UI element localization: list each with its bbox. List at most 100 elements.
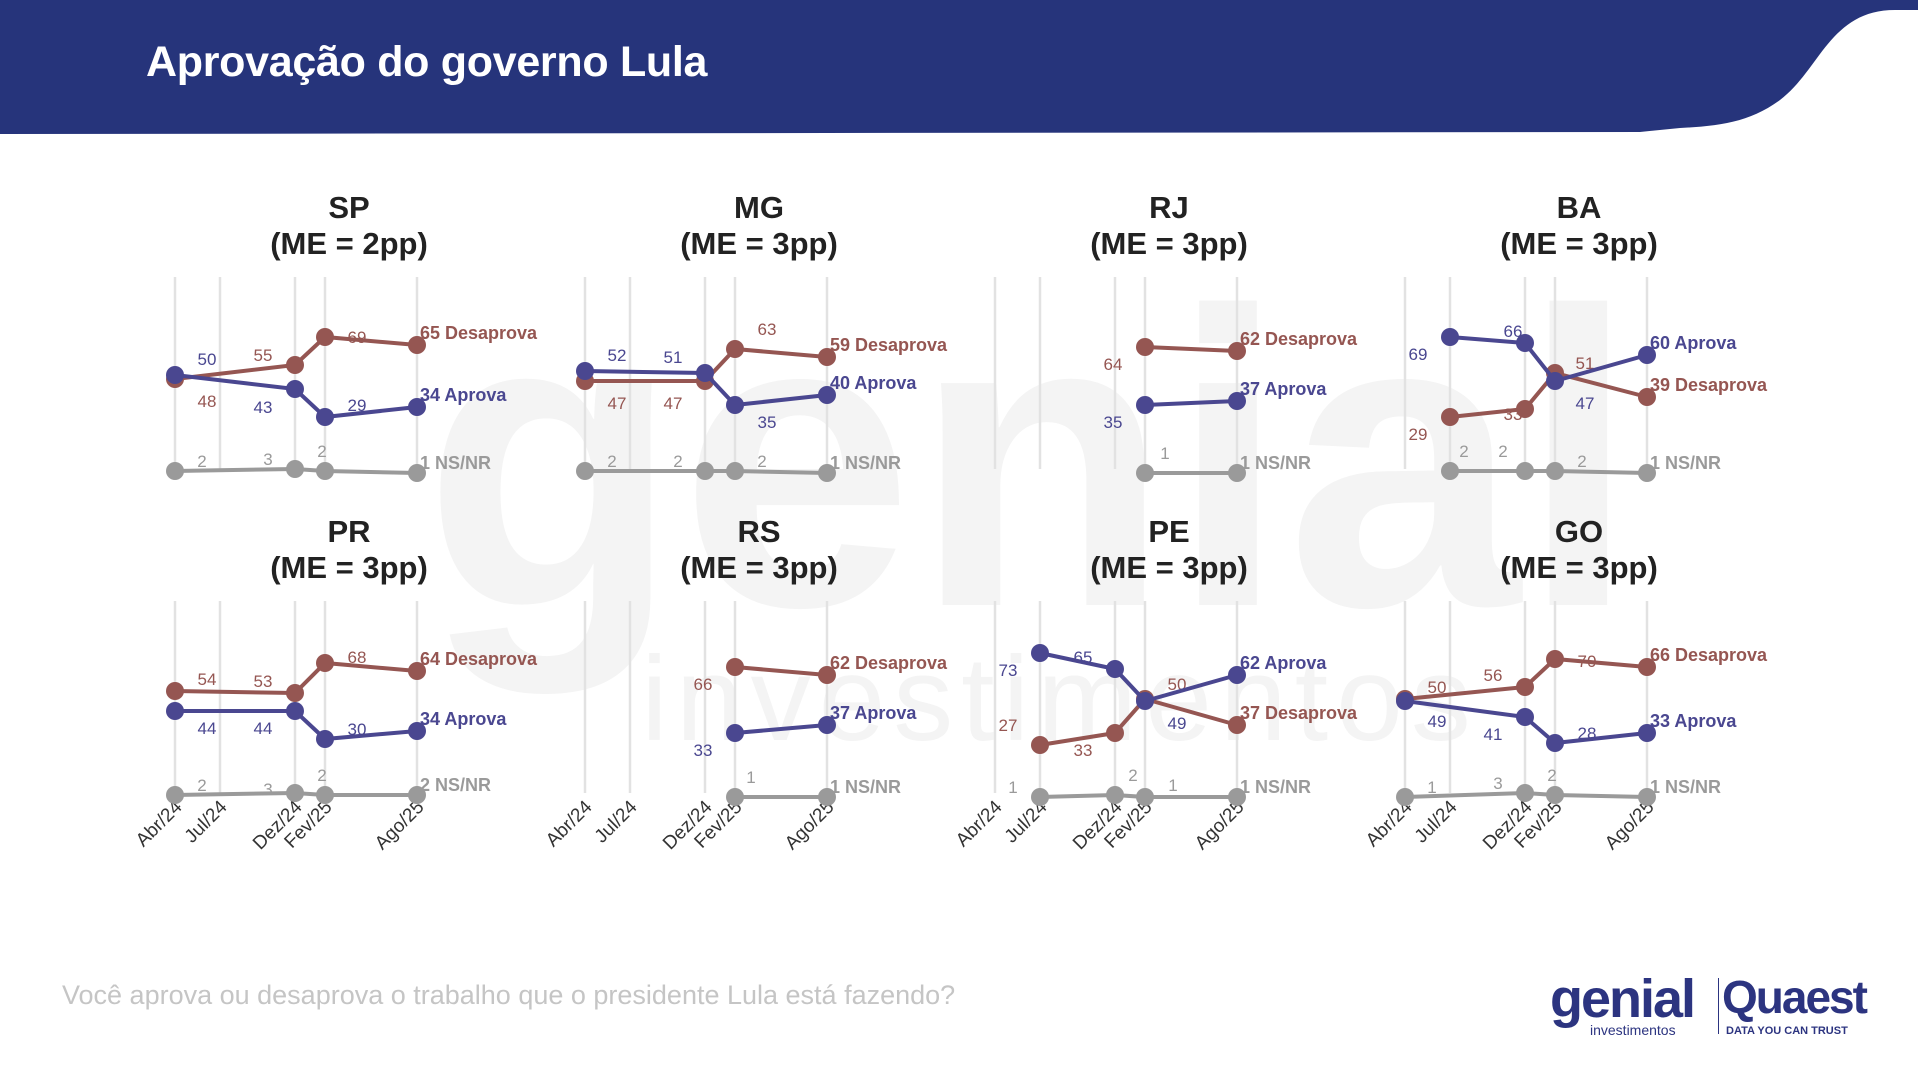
data-label: 37 Aprova	[1240, 379, 1327, 399]
data-label: 55	[254, 346, 273, 365]
data-point	[1031, 788, 1049, 806]
data-label: 65	[1074, 648, 1093, 667]
data-point	[316, 730, 334, 748]
data-point	[1638, 346, 1656, 364]
data-label: 53	[254, 672, 273, 691]
series-line-ns-nr	[174, 466, 418, 475]
data-label: 2	[607, 452, 616, 471]
data-label: 2	[317, 766, 326, 785]
data-label: 34 Aprova	[420, 709, 507, 729]
data-point	[1516, 462, 1534, 480]
chart-subtitle: (ME = 3pp)	[680, 550, 838, 585]
data-label: 66 Desaprova	[1650, 645, 1768, 665]
data-label: 35	[1104, 413, 1123, 432]
data-label: 51	[664, 348, 683, 367]
data-label: 52	[608, 346, 627, 365]
data-point	[1516, 400, 1534, 418]
data-point	[1638, 724, 1656, 742]
data-point	[1228, 464, 1246, 482]
data-point	[166, 682, 184, 700]
x-tick-label: Abr/24	[132, 796, 187, 851]
data-label: 47	[664, 394, 683, 413]
data-point	[1031, 644, 1049, 662]
data-point	[1441, 462, 1459, 480]
data-label: 70	[1578, 652, 1597, 671]
data-point	[286, 460, 304, 478]
data-label: 66	[1504, 322, 1523, 341]
data-point	[818, 716, 836, 734]
data-label: 69	[348, 328, 367, 347]
data-label: 60 Aprova	[1650, 333, 1737, 353]
data-label: 2	[197, 452, 206, 471]
data-label: 40 Aprova	[830, 373, 917, 393]
chart-subtitle: (ME = 3pp)	[1090, 226, 1248, 261]
data-label: 2	[1577, 452, 1586, 471]
data-label: 1 NS/NR	[1240, 453, 1311, 473]
data-label: 1 NS/NR	[1650, 453, 1721, 473]
data-label: 39 Desaprova	[1650, 375, 1768, 395]
header-background	[0, 0, 1918, 134]
chart-title: RJ	[1149, 190, 1189, 225]
data-label: 41	[1484, 725, 1503, 744]
data-point	[1136, 788, 1154, 806]
data-point	[286, 684, 304, 702]
data-label: 2	[1128, 766, 1137, 785]
data-point	[1228, 788, 1246, 806]
data-point	[726, 788, 744, 806]
data-point	[316, 408, 334, 426]
logo-divider	[1718, 978, 1719, 1034]
data-label: 34 Aprova	[420, 385, 507, 405]
data-label: 47	[1576, 394, 1595, 413]
data-point	[166, 702, 184, 720]
data-point	[1228, 716, 1246, 734]
data-label: 56	[1484, 666, 1503, 685]
data-point	[726, 340, 744, 358]
data-label: 44	[198, 719, 217, 738]
data-label: 49	[1168, 714, 1187, 733]
data-point	[166, 462, 184, 480]
data-point	[1106, 786, 1124, 804]
data-label: 1 NS/NR	[420, 453, 491, 473]
data-point	[726, 462, 744, 480]
data-label: 37 Aprova	[830, 703, 917, 723]
chart-title: RS	[737, 514, 780, 549]
data-point	[316, 786, 334, 804]
series-line-aprova	[175, 709, 418, 742]
data-label: 2	[197, 776, 206, 795]
x-tick-label: Jul/24	[181, 796, 232, 847]
data-point	[1106, 660, 1124, 678]
data-label: 1 NS/NR	[1650, 777, 1721, 797]
series-line-aprova	[174, 373, 418, 420]
data-point	[1228, 392, 1246, 410]
quaest-logo-sub: DATA YOU CAN TRUST	[1726, 1025, 1848, 1037]
data-label: 2	[757, 452, 766, 471]
data-label: 50	[1428, 678, 1447, 697]
data-label: 33 Aprova	[1650, 711, 1737, 731]
data-label: 73	[999, 661, 1018, 680]
chart-title: PE	[1148, 514, 1189, 549]
series-line-aprova	[1144, 399, 1238, 407]
series-line-aprova	[1449, 335, 1648, 384]
data-point	[408, 464, 426, 482]
x-tick-label: Jul/24	[591, 796, 642, 847]
data-label: 3	[263, 450, 272, 469]
data-point	[1638, 658, 1656, 676]
data-point	[818, 386, 836, 404]
series-line-aprova	[584, 369, 828, 408]
data-point	[726, 396, 744, 414]
data-point	[1031, 736, 1049, 754]
data-label: 27	[999, 716, 1018, 735]
data-label: 2	[317, 442, 326, 461]
page-title: Aprovação do governo Lula	[146, 38, 708, 86]
survey-question: Você aprova ou desaprova o trabalho que …	[62, 980, 956, 1010]
series-line-ns-nr	[1404, 790, 1648, 799]
data-label: 69	[1409, 345, 1428, 364]
series-line-desaprova	[174, 660, 418, 696]
data-label: 1 NS/NR	[830, 777, 901, 797]
data-point	[1396, 788, 1414, 806]
data-label: 49	[1428, 712, 1447, 731]
chart-subtitle: (ME = 3pp)	[1500, 226, 1658, 261]
chart-panel-sp: SP(ME = 2pp) 48 55 69 65 Desaprova 50 43 29 34 A…	[166, 190, 538, 482]
data-point	[408, 662, 426, 680]
data-point	[818, 348, 836, 366]
